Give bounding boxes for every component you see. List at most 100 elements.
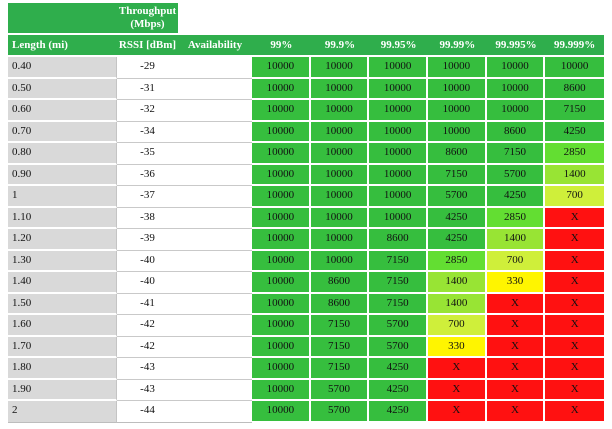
column-header-99-99: 99.99%	[439, 39, 476, 51]
rssi-cell: -44	[117, 401, 178, 423]
throughput-cell: 10000	[252, 100, 311, 122]
availability-cell	[178, 250, 252, 272]
throughput-cell: 10000	[486, 57, 546, 79]
throughput-cell: 10000	[252, 143, 311, 165]
length-cell: 2	[8, 401, 117, 423]
throughput-cell: 8600	[428, 143, 487, 165]
throughput-cell: 10000	[252, 207, 311, 229]
availability-cell	[178, 78, 252, 100]
throughput-cell: 2850	[545, 143, 604, 165]
throughput-cell: 8600	[369, 229, 428, 251]
throughput-cell: 5700	[310, 401, 370, 423]
throughput-cell: 700	[486, 250, 546, 272]
rssi-cell: -42	[117, 336, 178, 358]
throughput-cell: 10000	[310, 121, 370, 143]
throughput-cell: 330	[428, 336, 487, 358]
throughput-cell: 5700	[310, 379, 370, 401]
table-header-row-1: Throughput (Mbps)	[8, 3, 604, 33]
table-row: 0.40 -29 10000 10000 10000 10000 10000 10000	[8, 57, 604, 79]
throughput-cell: 7150	[369, 250, 428, 272]
throughput-cell: 10000	[486, 100, 546, 122]
throughput-cell: 10000	[252, 358, 311, 380]
length-cell: 1.90	[8, 379, 117, 401]
rssi-cell: -42	[117, 315, 178, 337]
throughput-cell: 10000	[369, 186, 428, 208]
availability-cell	[178, 272, 252, 294]
length-cell: 1.30	[8, 250, 117, 272]
throughput-cell: 10000	[486, 78, 546, 100]
rssi-cell: -37	[117, 186, 178, 208]
table-body: 0.40 -29 10000 10000 10000 10000 10000 10000 0.5…	[8, 57, 604, 423]
throughput-cell: X	[545, 229, 604, 251]
throughput-cell: 7150	[369, 272, 428, 294]
throughput-cell: 10000	[369, 207, 428, 229]
throughput-cell: 1400	[428, 293, 487, 315]
rssi-cell: -43	[117, 379, 178, 401]
throughput-cell: 10000	[428, 121, 487, 143]
throughput-cell: 330	[486, 272, 546, 294]
throughput-header-line1: Throughput	[118, 5, 177, 17]
throughput-cell: 10000	[428, 57, 487, 79]
throughput-header-line2: (Mbps)	[130, 18, 165, 30]
length-cell: 0.80	[8, 143, 117, 165]
length-cell: 0.60	[8, 100, 117, 122]
rssi-cell: -40	[117, 250, 178, 272]
length-cell: 1.50	[8, 293, 117, 315]
throughput-cell: 8600	[310, 272, 370, 294]
throughput-header-spacer	[8, 3, 117, 33]
table-row: 1.80 -43 10000 7150 4250 X X X	[8, 358, 604, 380]
throughput-cell: 5700	[369, 315, 428, 337]
table-row: 1.90 -43 10000 5700 4250 X X X	[8, 379, 604, 401]
throughput-cell: 700	[545, 186, 604, 208]
availability-cell	[178, 336, 252, 358]
throughput-cell: 10000	[310, 207, 370, 229]
throughput-cell: 10000	[252, 186, 311, 208]
throughput-cell: 10000	[310, 186, 370, 208]
table-row: 0.50 -31 10000 10000 10000 10000 10000 8600	[8, 78, 604, 100]
throughput-cell: X	[545, 207, 604, 229]
throughput-table: Throughput (Mbps) Length (mi) RSSI [dBm]…	[8, 3, 604, 423]
throughput-cell: 10000	[252, 315, 311, 337]
throughput-cell: 4250	[428, 229, 487, 251]
throughput-cell: X	[486, 379, 546, 401]
throughput-cell: 10000	[252, 250, 311, 272]
rssi-cell: -29	[117, 57, 178, 79]
throughput-cell: 7150	[428, 164, 487, 186]
availability-cell	[178, 293, 252, 315]
rssi-cell: -40	[117, 272, 178, 294]
throughput-cell: 10000	[545, 57, 604, 79]
throughput-cell: 700	[428, 315, 487, 337]
length-cell: 0.40	[8, 57, 117, 79]
throughput-cell: X	[545, 379, 604, 401]
throughput-cell: 7150	[310, 358, 370, 380]
rssi-cell: -32	[117, 100, 178, 122]
length-cell: 0.50	[8, 78, 117, 100]
throughput-cell: 7150	[486, 143, 546, 165]
throughput-cell: 2850	[486, 207, 546, 229]
length-cell: 1.10	[8, 207, 117, 229]
throughput-cell: 10000	[428, 78, 487, 100]
availability-cell	[178, 143, 252, 165]
throughput-cell: X	[486, 293, 546, 315]
availability-cell	[178, 379, 252, 401]
table-row: 1.50 -41 10000 8600 7150 1400 X X	[8, 293, 604, 315]
throughput-cell: 10000	[252, 121, 311, 143]
throughput-cell: 10000	[310, 143, 370, 165]
throughput-cell: 8600	[310, 293, 370, 315]
availability-cell	[178, 121, 252, 143]
availability-cell	[178, 229, 252, 251]
length-cell: 1.20	[8, 229, 117, 251]
length-cell: 1	[8, 186, 117, 208]
throughput-cell: 10000	[310, 78, 370, 100]
throughput-cell: X	[486, 401, 546, 423]
column-header-99-95: 99.95%	[380, 39, 417, 51]
throughput-cell: 10000	[310, 100, 370, 122]
rssi-cell: -43	[117, 358, 178, 380]
throughput-cell: X	[545, 250, 604, 272]
throughput-cell: 7150	[545, 100, 604, 122]
throughput-cell: 10000	[252, 401, 311, 423]
rssi-cell: -36	[117, 164, 178, 186]
throughput-cell: 7150	[310, 315, 370, 337]
throughput-cell: 10000	[369, 164, 428, 186]
table-row: 1.70 -42 10000 7150 5700 330 X X	[8, 336, 604, 358]
